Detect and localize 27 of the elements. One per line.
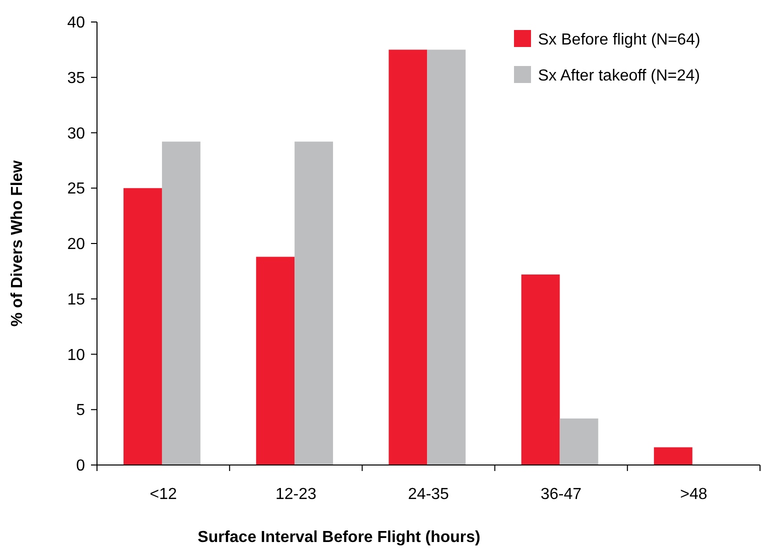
y-tick-label: 35	[67, 70, 86, 87]
bar	[256, 256, 295, 465]
y-tick-label: 25	[67, 180, 86, 198]
y-tick-label: 15	[67, 291, 86, 308]
y-tick-label: 10	[67, 346, 86, 364]
x-tick-label: <12	[150, 486, 177, 503]
x-axis-title: Surface Interval Before Flight (hours)	[198, 529, 480, 546]
bar	[388, 50, 428, 465]
bar	[294, 142, 334, 465]
bar	[560, 418, 598, 465]
y-axis-title: % of Divers Who Flew	[9, 160, 26, 327]
bar	[521, 274, 560, 465]
bar	[654, 447, 692, 465]
bar	[124, 188, 162, 465]
y-tick-label: 20	[67, 236, 86, 254]
y-tick-label: 40	[67, 14, 86, 32]
x-tick-label: 12-23	[275, 486, 316, 503]
x-tick-label: 24-35	[408, 486, 450, 503]
y-tick-label: 0	[76, 458, 86, 475]
y-tick-label: 30	[67, 125, 86, 142]
bar	[427, 50, 466, 465]
legend-label: Sx Before flight (N=64)	[538, 32, 700, 49]
x-tick-label: 36-47	[540, 486, 582, 503]
x-tick-label: >48	[680, 486, 708, 503]
y-tick-label: 5	[76, 402, 86, 420]
bar	[162, 142, 200, 465]
legend-label: Sx After takeoff (N=24)	[538, 68, 700, 85]
